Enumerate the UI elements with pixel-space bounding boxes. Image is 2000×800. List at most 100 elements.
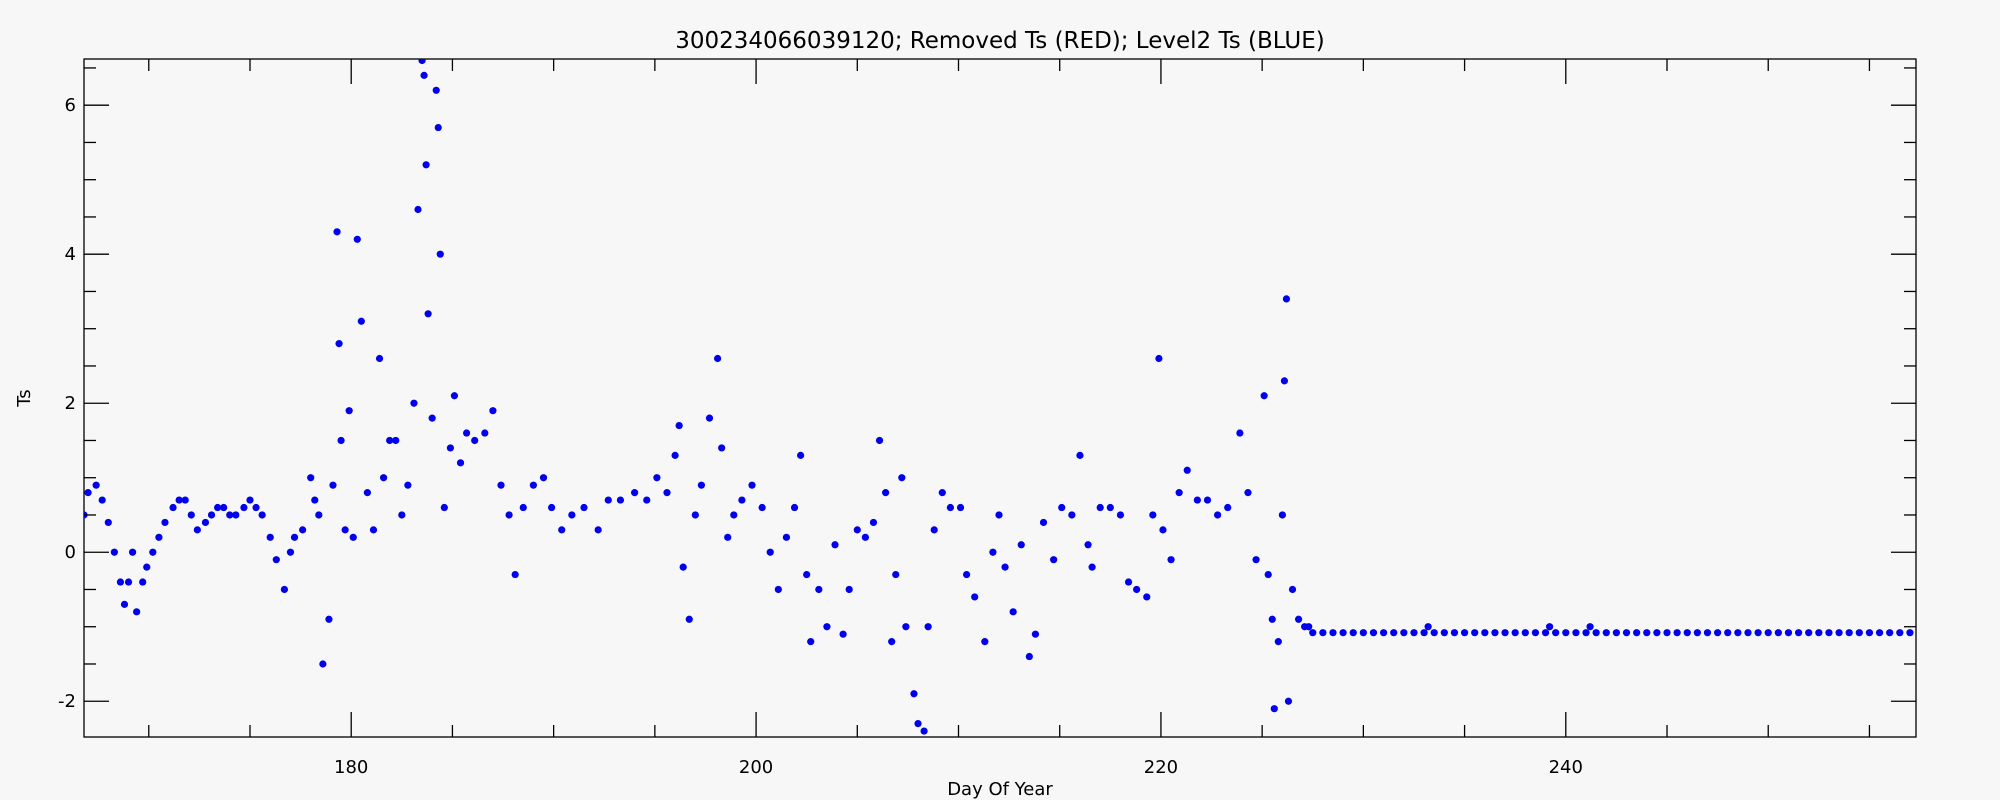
data-point	[946, 503, 955, 512]
data-point	[462, 429, 471, 437]
data-point	[924, 623, 932, 631]
data-point	[898, 474, 906, 482]
data-point	[240, 503, 248, 512]
data-point	[258, 511, 266, 519]
data-point	[299, 526, 307, 534]
data-point	[910, 690, 918, 698]
data-point	[790, 503, 799, 512]
data-point	[1359, 629, 1367, 637]
data-point	[1825, 629, 1833, 637]
data-point	[149, 548, 157, 556]
data-point	[831, 541, 839, 549]
data-point	[345, 407, 353, 415]
data-point	[643, 496, 651, 504]
data-point	[1278, 511, 1286, 519]
data-point	[1886, 629, 1894, 637]
data-point	[315, 511, 323, 519]
data-point	[920, 727, 928, 735]
data-point	[671, 451, 679, 459]
data-point	[1088, 563, 1096, 571]
data-point	[143, 563, 151, 571]
data-point	[1582, 629, 1590, 637]
data-point	[369, 526, 378, 534]
data-point	[685, 615, 693, 623]
data-point	[594, 526, 602, 534]
data-point	[1521, 629, 1529, 637]
data-point	[1167, 556, 1175, 564]
data-point	[1663, 629, 1671, 637]
data-point	[398, 511, 406, 519]
data-point	[335, 340, 343, 348]
data-point	[1244, 489, 1252, 497]
data-point	[1068, 511, 1076, 519]
data-point	[1546, 623, 1554, 631]
data-point	[1511, 629, 1519, 637]
data-point	[1835, 629, 1843, 637]
data-point	[1572, 629, 1580, 637]
data-point	[481, 429, 489, 437]
x-tick-label: 180	[334, 757, 368, 778]
data-point	[175, 496, 183, 504]
y-tick-label: 6	[65, 95, 76, 116]
data-point	[1400, 629, 1408, 637]
data-point	[1673, 629, 1681, 637]
data-point	[511, 570, 519, 579]
data-point	[807, 638, 815, 646]
data-point	[1031, 630, 1040, 638]
plot-frame	[83, 58, 1917, 738]
data-point	[1714, 629, 1722, 637]
y-tick-label: -2	[58, 691, 76, 712]
data-point	[1562, 629, 1570, 637]
data-point	[1149, 511, 1157, 519]
data-point	[1774, 629, 1782, 637]
x-tick-label: 240	[1549, 757, 1583, 778]
data-point	[679, 563, 687, 571]
data-point	[604, 496, 612, 504]
data-point	[1471, 629, 1479, 637]
data-point	[1784, 629, 1793, 637]
x-tick-label: 200	[739, 757, 773, 778]
data-point	[1430, 629, 1438, 637]
data-point	[1754, 629, 1762, 637]
data-point	[519, 503, 527, 512]
data-point	[853, 526, 861, 534]
data-point	[418, 59, 426, 65]
data-point	[505, 511, 513, 519]
data-point	[1481, 629, 1489, 637]
data-point	[422, 161, 430, 169]
data-point	[1305, 623, 1313, 631]
data-point	[207, 511, 216, 519]
data-point	[1096, 503, 1104, 512]
data-point	[410, 399, 418, 407]
data-point	[1058, 503, 1066, 512]
data-point	[558, 526, 566, 534]
data-point	[774, 585, 782, 594]
data-point	[1724, 629, 1732, 637]
data-point	[489, 407, 497, 415]
data-point	[705, 414, 714, 422]
data-point	[938, 489, 946, 497]
data-point	[1106, 503, 1114, 512]
data-point	[1264, 570, 1272, 579]
data-point	[1143, 593, 1151, 601]
data-point	[84, 489, 92, 497]
data-point	[724, 533, 732, 541]
data-point	[1175, 489, 1183, 497]
points-layer	[84, 59, 1914, 735]
data-point	[280, 585, 289, 594]
data-point	[272, 556, 280, 564]
data-point	[116, 578, 125, 586]
data-point	[220, 503, 228, 512]
data-point	[1380, 629, 1388, 637]
data-point	[962, 570, 971, 579]
data-point	[663, 489, 671, 497]
data-point	[845, 585, 853, 594]
data-point	[797, 451, 805, 459]
data-point	[653, 474, 661, 482]
data-point	[1268, 615, 1276, 623]
data-point	[1294, 615, 1303, 623]
data-point	[1288, 585, 1297, 594]
data-point	[1025, 652, 1033, 661]
data-point	[1875, 629, 1884, 637]
